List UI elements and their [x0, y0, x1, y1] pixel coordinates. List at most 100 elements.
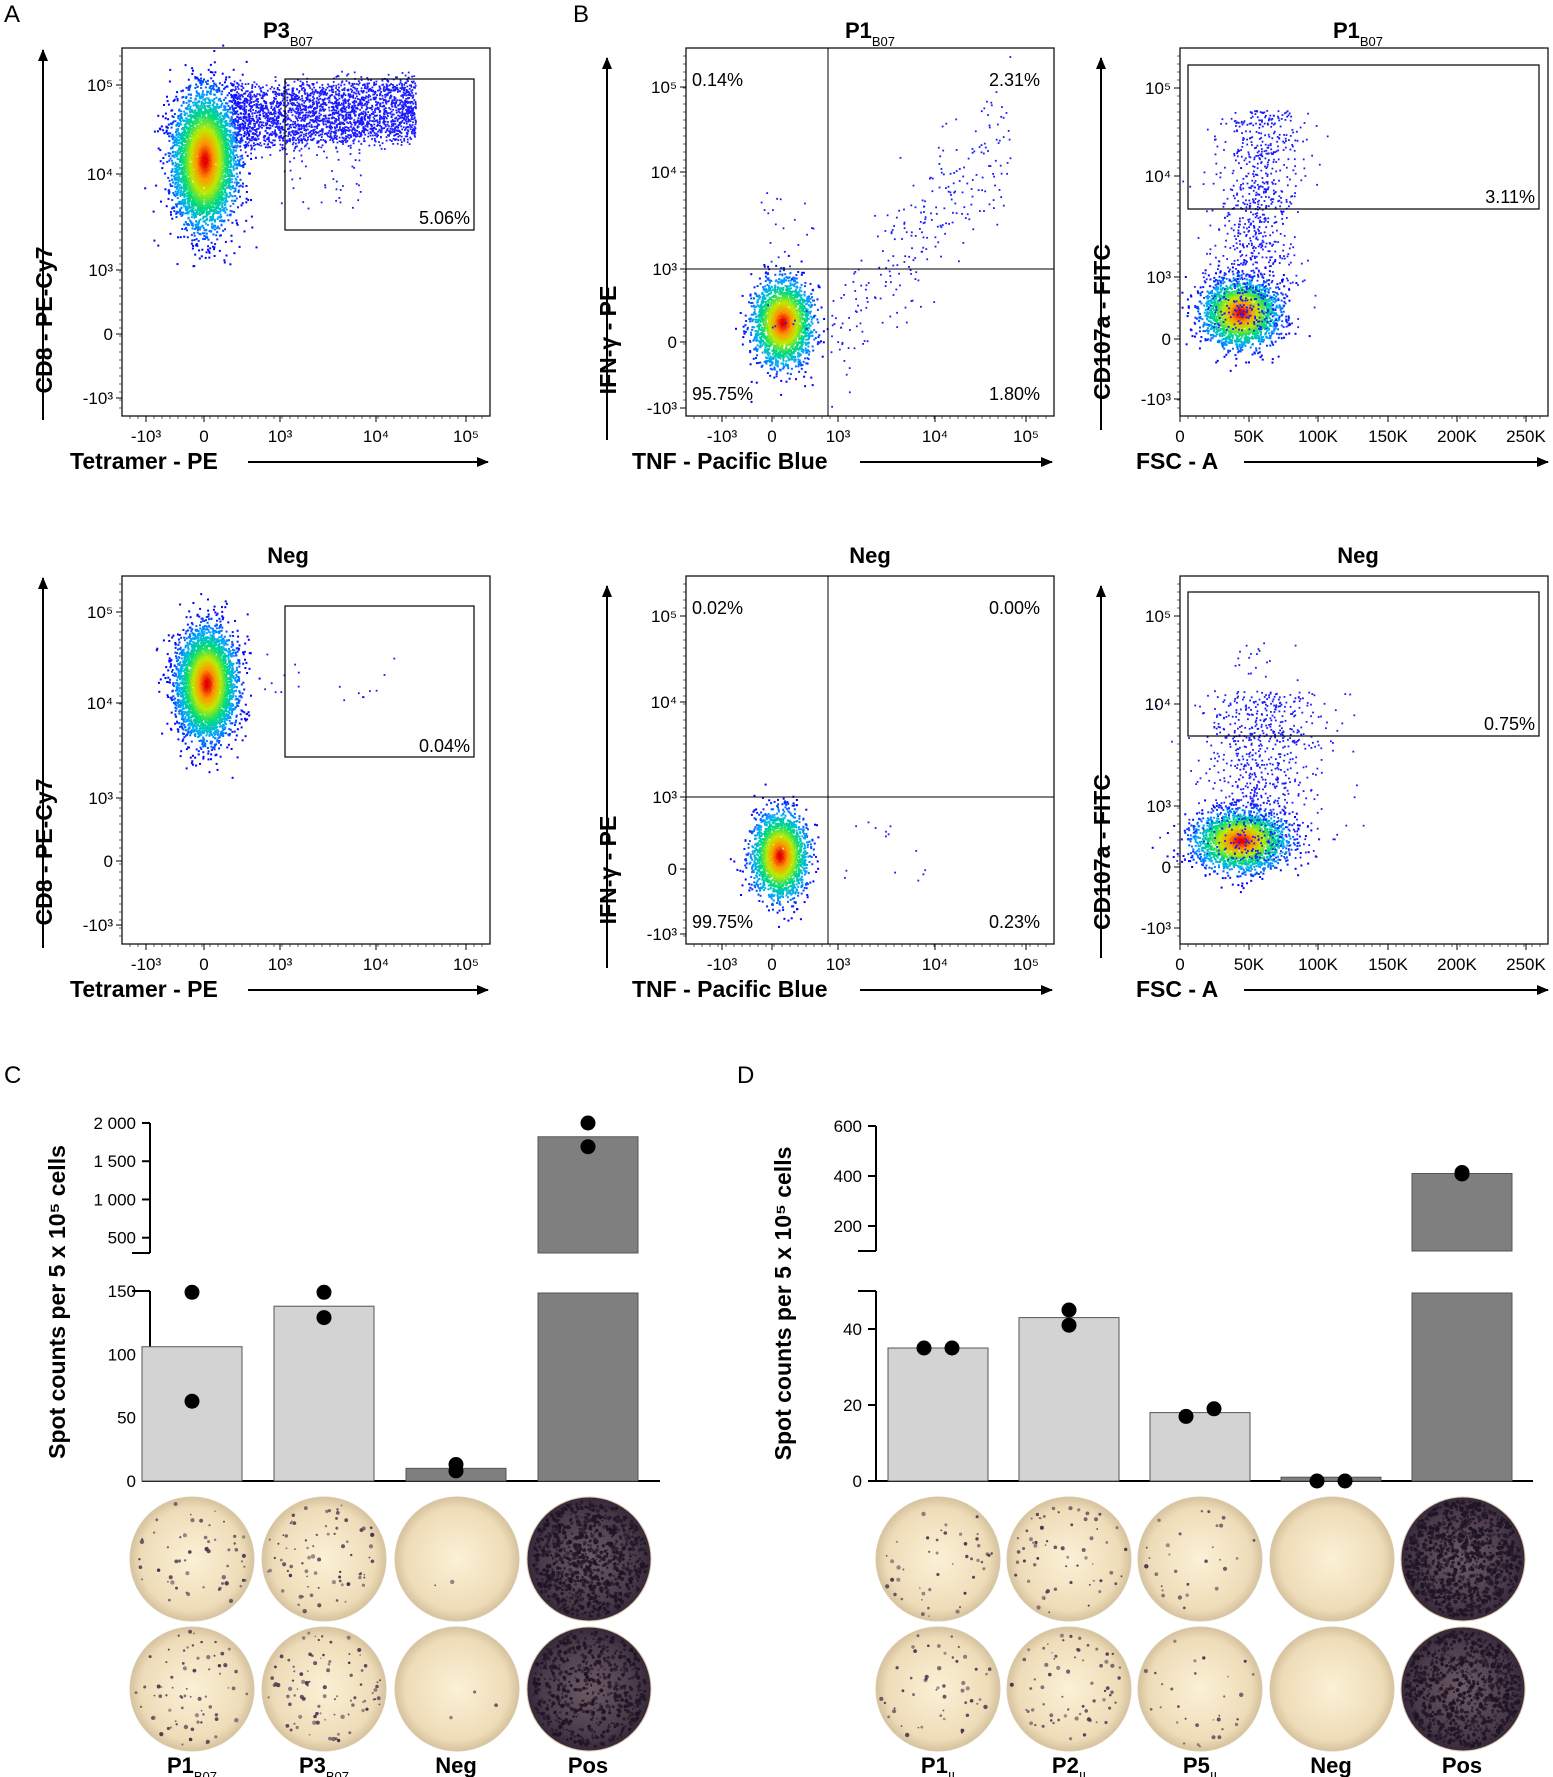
flow-event	[289, 138, 291, 140]
flow-event	[316, 127, 318, 129]
flow-event	[318, 112, 320, 114]
flow-event	[402, 72, 404, 74]
flow-event	[402, 97, 404, 99]
flow-event	[406, 91, 408, 93]
plot-title: P3B07	[263, 18, 313, 49]
flow-event	[286, 100, 288, 102]
flow-event	[366, 105, 368, 107]
flow-event	[328, 130, 330, 132]
flow-event	[256, 117, 258, 119]
flow-event	[381, 127, 383, 129]
flow-event	[341, 82, 343, 84]
flow-event	[338, 87, 340, 89]
flow-event	[337, 99, 339, 101]
flow-event	[400, 139, 402, 141]
flow-event	[367, 111, 369, 113]
flow-event	[328, 86, 330, 88]
flow-event	[253, 123, 255, 125]
flow-event	[372, 135, 374, 137]
flow-event	[381, 84, 383, 86]
flow-event	[391, 111, 393, 113]
flow-event	[276, 103, 278, 105]
flow-event	[274, 107, 276, 109]
flow-event	[308, 133, 310, 135]
flow-event	[403, 140, 405, 142]
flow-event	[400, 125, 402, 127]
flow-event	[263, 122, 265, 124]
flow-event	[292, 121, 294, 123]
flow-event	[401, 136, 403, 138]
flow-event	[329, 139, 331, 141]
flow-event	[306, 143, 308, 145]
flow-event	[274, 115, 276, 117]
flow-event	[319, 87, 321, 89]
flow-event	[348, 105, 350, 107]
flow-event	[415, 93, 417, 95]
flow-event	[242, 120, 244, 122]
flow-event	[249, 92, 251, 94]
flow-event	[375, 141, 377, 143]
flow-event	[325, 118, 327, 120]
flow-event	[262, 105, 264, 107]
flow-event	[413, 99, 415, 101]
flow-event	[342, 143, 344, 145]
flow-event	[258, 86, 260, 88]
flow-event	[337, 151, 339, 153]
flow-event	[353, 92, 355, 94]
flow-event	[282, 121, 284, 123]
flow-event	[380, 91, 382, 93]
flow-event	[335, 87, 337, 89]
flow-event	[303, 87, 305, 89]
flow-event	[320, 98, 322, 100]
flow-event	[300, 108, 302, 110]
flow-event	[367, 136, 369, 138]
flow-event	[292, 108, 294, 110]
flow-event	[412, 124, 414, 126]
flow-event	[248, 83, 250, 85]
flow-event	[316, 82, 318, 84]
flow-event	[253, 94, 255, 96]
flow-event	[303, 136, 305, 138]
flow-event	[355, 130, 357, 132]
flow-event	[399, 115, 401, 117]
flow-event	[350, 147, 352, 149]
flow-event	[307, 117, 309, 119]
flow-event	[252, 96, 254, 98]
flow-event	[279, 139, 281, 141]
flow-event	[370, 135, 372, 137]
flow-event	[334, 126, 336, 128]
flow-event	[251, 113, 253, 115]
flow-event	[396, 112, 398, 114]
flow-event	[238, 88, 240, 90]
flow-event	[339, 121, 341, 123]
flow-event	[410, 114, 412, 116]
flow-event	[354, 115, 356, 117]
flow-event	[323, 115, 325, 117]
flow-event	[286, 153, 288, 155]
flow-event	[407, 80, 409, 82]
flow-event	[301, 148, 303, 150]
flow-event	[382, 142, 384, 144]
flow-event	[313, 83, 315, 85]
flow-event	[375, 128, 377, 130]
flow-event	[338, 117, 340, 119]
flow-event	[283, 104, 285, 106]
flow-event	[254, 125, 256, 127]
flow-event	[373, 82, 375, 84]
flow-event	[406, 116, 408, 118]
flow-event	[303, 102, 305, 104]
flow-event	[302, 74, 304, 76]
flow-event	[379, 94, 381, 96]
flow-event	[359, 149, 361, 151]
flow-event	[348, 112, 350, 114]
flow-event	[301, 142, 303, 144]
flow-event	[320, 104, 322, 106]
flow-event	[337, 142, 339, 144]
flow-event	[293, 126, 295, 128]
flow-event	[335, 98, 337, 100]
flow-event	[282, 144, 284, 146]
flow-event	[412, 103, 414, 105]
flow-event	[238, 114, 240, 116]
flow-event	[388, 125, 390, 127]
flow-event	[350, 88, 352, 90]
